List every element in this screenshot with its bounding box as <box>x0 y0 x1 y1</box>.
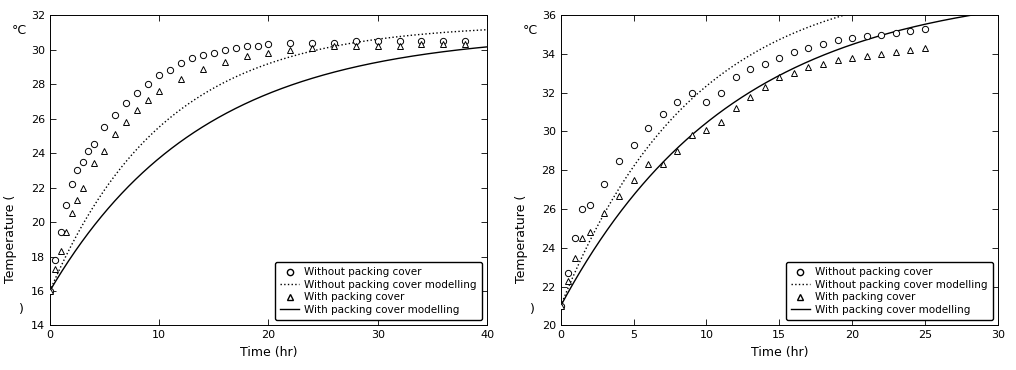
Text: Temperature (: Temperature ( <box>4 195 17 283</box>
Text: ): ) <box>529 303 534 316</box>
Legend: Without packing cover, Without packing cover modelling, With packing cover, With: Without packing cover, Without packing c… <box>275 262 482 320</box>
X-axis label: Time (hr): Time (hr) <box>751 346 808 359</box>
Legend: Without packing cover, Without packing cover modelling, With packing cover, With: Without packing cover, Without packing c… <box>785 262 993 320</box>
Text: ): ) <box>19 303 23 316</box>
Text: °C: °C <box>522 24 537 37</box>
Text: Temperature (: Temperature ( <box>515 195 527 283</box>
Text: °C: °C <box>11 24 26 37</box>
X-axis label: Time (hr): Time (hr) <box>240 346 298 359</box>
